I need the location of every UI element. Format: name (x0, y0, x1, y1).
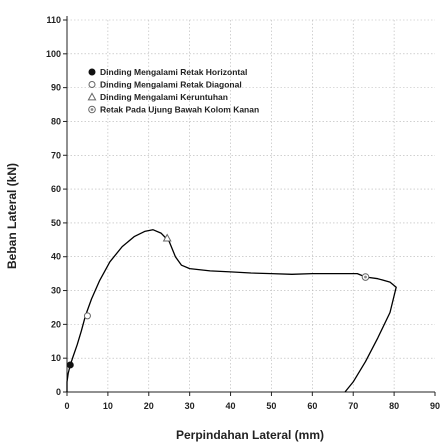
legend-label-2: Dinding Mengalami Keruntuhan (100, 92, 228, 102)
legend-symbol-3-center (90, 108, 94, 111)
y-tick-label-7: 70 (51, 150, 61, 160)
legend-symbol-2 (87, 92, 97, 101)
x-tick-label-1: 10 (103, 401, 113, 411)
y-tick-label-4: 40 (51, 252, 61, 262)
curve-marker-3-center (364, 275, 367, 279)
curve-marker-2 (162, 233, 172, 242)
x-tick-label-2: 20 (144, 401, 154, 411)
y-tick-label-8: 80 (51, 116, 61, 126)
series-line-0 (66, 229, 397, 393)
y-tick-label-3: 30 (51, 286, 61, 296)
x-tick-label-0: 0 (64, 401, 69, 411)
y-tick-label-6: 60 (51, 184, 61, 194)
x-tick-label-7: 70 (348, 401, 358, 411)
legend-symbol-1 (88, 81, 96, 88)
series (66, 229, 397, 393)
x-tick-label-9: 90 (430, 401, 440, 411)
legend-label-1: Dinding Mengalami Retak Diagonal (100, 80, 242, 90)
y-tick-label-2: 20 (51, 319, 61, 329)
x-tick-label-3: 30 (185, 401, 195, 411)
x-tick-label-4: 40 (226, 401, 236, 411)
y-tick-label-0: 0 (56, 387, 61, 397)
x-tick-label-5: 50 (266, 401, 276, 411)
markers (66, 233, 370, 369)
axes: 0 10 20 30 40 50 60 70 80 90 100 110 0 10 20 30 40 50 60 70… (46, 15, 440, 411)
curve-marker-1 (83, 312, 91, 320)
curve-marker-0 (66, 361, 74, 369)
legend-label-3: Retak Pada Ujung Bawah Kolom Kanan (100, 105, 259, 115)
x-axis-title: Perpindahan Lateral (mm) (176, 428, 324, 442)
y-tick-label-10: 100 (46, 49, 61, 59)
x-tick-label-8: 80 (389, 401, 399, 411)
x-tick-label-6: 60 (307, 401, 317, 411)
legend-symbol-0 (88, 68, 96, 76)
grid (67, 19, 435, 392)
y-tick-label-5: 50 (51, 218, 61, 228)
y-tick-label-1: 10 (51, 353, 61, 363)
legend-label-0: Dinding Mengalami Retak Horizontal (100, 67, 247, 77)
y-tick-label-9: 90 (51, 83, 61, 93)
y-axis-title: Beban Lateral (kN) (5, 163, 19, 269)
legend: Dinding Mengalami Retak Horizontal Dindin… (87, 67, 259, 115)
y-tick-label-11: 110 (46, 15, 61, 25)
